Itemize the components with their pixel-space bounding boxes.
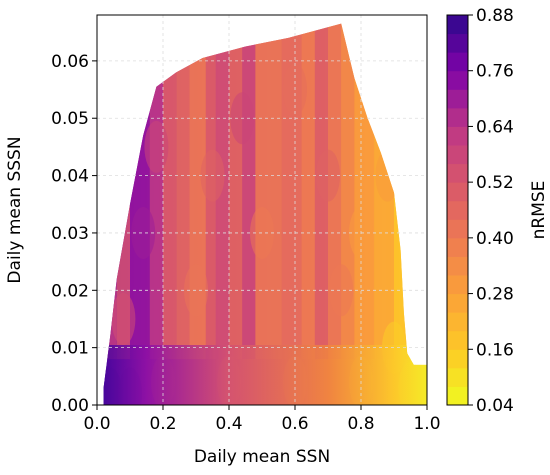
nrmse-sample bbox=[111, 292, 136, 345]
x-tick-label: 0.8 bbox=[347, 414, 374, 434]
y-tick-label: 0.02 bbox=[51, 281, 89, 301]
colorbar-level bbox=[447, 219, 468, 239]
contour-band bbox=[163, 23, 177, 360]
x-tick-label: 0.2 bbox=[149, 414, 176, 434]
colorbar-tick-label: 0.64 bbox=[476, 117, 514, 137]
y-tick-label: 0.05 bbox=[51, 109, 89, 129]
colorbar-level bbox=[447, 256, 468, 276]
colorbar-level bbox=[447, 52, 468, 72]
colorbar-level bbox=[447, 70, 468, 90]
colorbar-ticks: 0.04 0.16 0.28 0.40 0.52 0.64 0.76 0.88 bbox=[468, 6, 514, 416]
plot-frame bbox=[96, 14, 428, 406]
colorbar-level bbox=[447, 15, 468, 35]
x-tick-label: 0.0 bbox=[83, 414, 110, 434]
nrmse-sample bbox=[144, 120, 169, 173]
colorbar-level bbox=[447, 89, 468, 109]
colorbar-level bbox=[447, 126, 468, 146]
contour-band bbox=[301, 23, 315, 360]
colorbar-tick-label: 0.28 bbox=[476, 285, 514, 305]
y-tick-label: 0.01 bbox=[51, 339, 89, 359]
colorbar-level bbox=[447, 200, 468, 220]
x-axis-title: Daily mean SSN bbox=[194, 447, 330, 467]
colorbar-level bbox=[447, 312, 468, 332]
colorbar-tick-label: 0.40 bbox=[476, 229, 514, 249]
colorbar-tick-label: 0.04 bbox=[476, 396, 514, 416]
colorbar-level bbox=[447, 33, 468, 53]
x-tick-label: 0.4 bbox=[215, 414, 242, 434]
colorbar-level bbox=[447, 237, 468, 257]
colorbar-level bbox=[447, 275, 468, 295]
colorbar-level bbox=[447, 107, 468, 127]
colorbar-label: nRMSE bbox=[529, 181, 549, 240]
colorbar-level bbox=[447, 349, 468, 369]
colorbar-tick-label: 0.88 bbox=[476, 6, 514, 26]
contour-band bbox=[176, 23, 190, 360]
y-axis-ticks: 0.00 0.01 0.02 0.03 0.04 0.05 0.06 bbox=[51, 52, 97, 416]
nrmse-sample bbox=[329, 264, 354, 317]
x-axis-ticks: 0.0 0.2 0.4 0.6 0.8 1.0 bbox=[83, 405, 441, 434]
contour-band bbox=[255, 23, 282, 360]
colorbar-level bbox=[447, 182, 468, 202]
colorbar-tick-label: 0.76 bbox=[476, 62, 514, 82]
contour-band bbox=[229, 23, 243, 360]
contour-band bbox=[242, 23, 256, 360]
y-axis-title: Daily mean SSSN bbox=[5, 136, 25, 283]
colorbar-level bbox=[447, 367, 468, 387]
contour-band bbox=[215, 23, 229, 360]
colorbar-frame bbox=[446, 14, 469, 406]
y-tick-label: 0.03 bbox=[51, 224, 89, 244]
colorbar-level bbox=[447, 145, 468, 165]
y-tick-label: 0.04 bbox=[51, 167, 89, 187]
colorbar-tick-label: 0.16 bbox=[476, 340, 514, 360]
colorbar bbox=[447, 15, 468, 406]
colorbar-tick-label: 0.52 bbox=[476, 173, 514, 193]
field-bottom-band bbox=[103, 345, 427, 405]
colorbar-level bbox=[447, 386, 468, 406]
y-tick-label: 0.00 bbox=[51, 396, 89, 416]
colorbar-level bbox=[447, 163, 468, 183]
colorbar-level bbox=[447, 293, 468, 313]
y-tick-label: 0.06 bbox=[51, 52, 89, 72]
colorbar-level bbox=[447, 330, 468, 350]
contour-band bbox=[149, 23, 163, 360]
x-tick-label: 1.0 bbox=[413, 414, 440, 434]
x-tick-label: 0.6 bbox=[281, 414, 308, 434]
nrmse-sample bbox=[131, 206, 156, 259]
